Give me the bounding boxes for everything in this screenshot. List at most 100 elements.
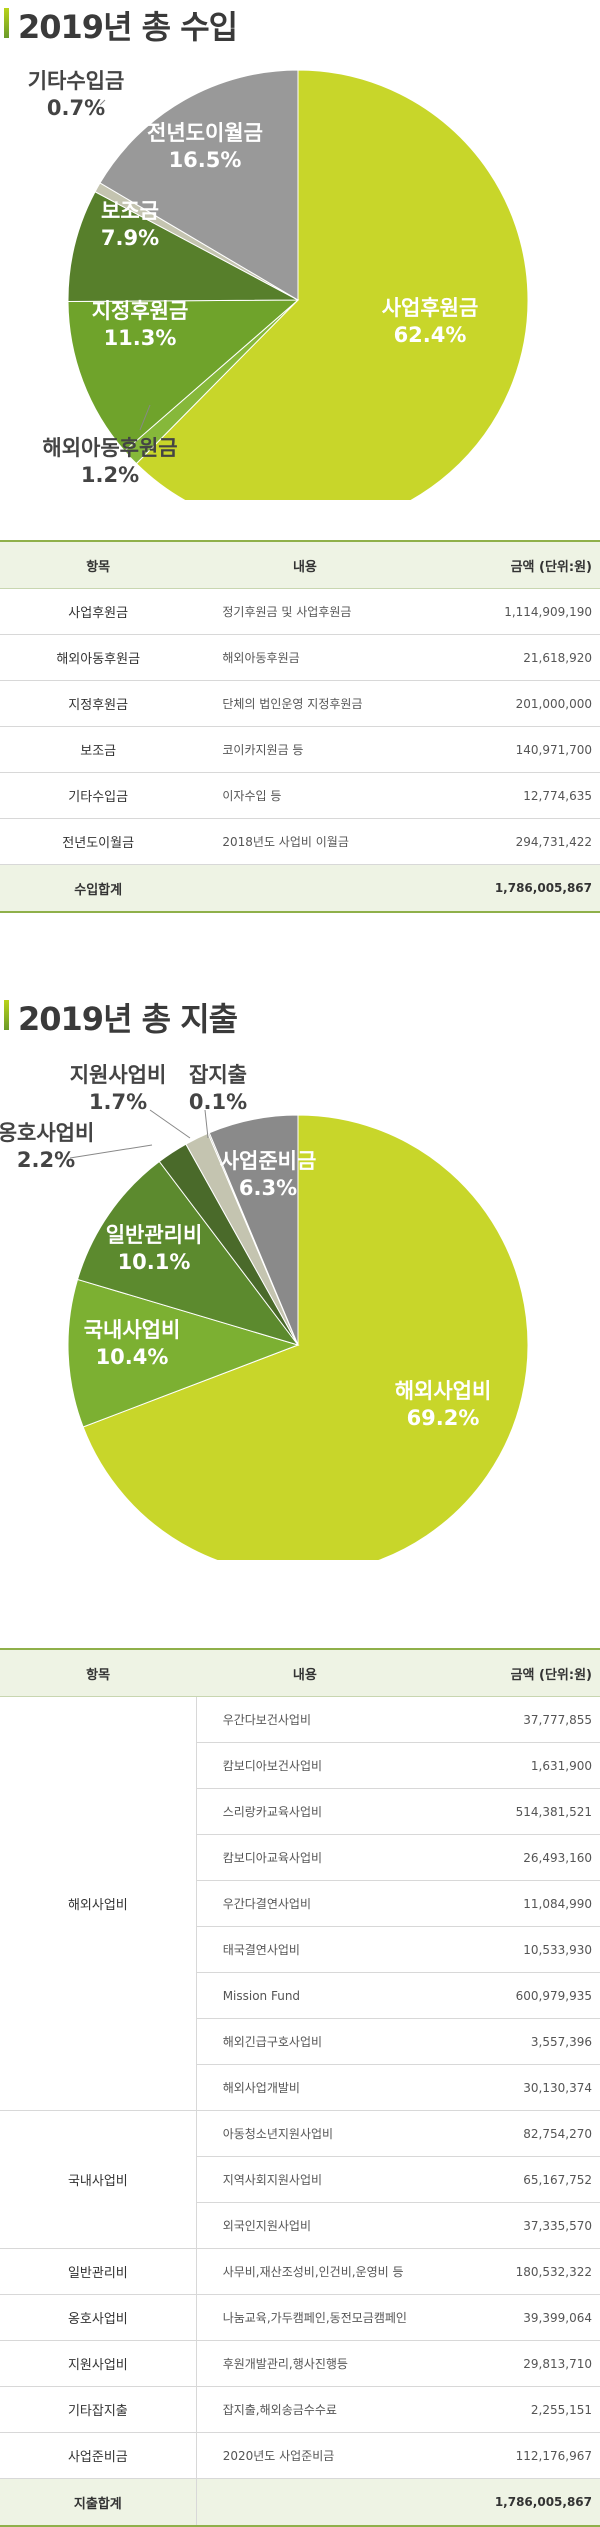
table-row: 스리랑카교육사업비 514,381,521 bbox=[0, 1788, 600, 1835]
expense-slice-2 bbox=[76, 1160, 300, 1346]
total-row: 수입합계 1,786,005,867 bbox=[0, 864, 600, 913]
row-content: 아동청소년지원사업비 bbox=[196, 2110, 414, 2157]
income-label-2: 지정후원금 bbox=[92, 299, 189, 323]
table-row: 기타수입금 이자수입 등 12,774,635 bbox=[0, 772, 600, 819]
income-slice-3 bbox=[67, 191, 299, 302]
expense-leader-3 bbox=[69, 1144, 153, 1159]
row-content: 캄보디아보건사업비 bbox=[196, 1742, 414, 1789]
row-amount: 29,813,710 bbox=[413, 2340, 600, 2387]
total-row: 지출합계 1,786,005,867 bbox=[0, 2478, 600, 2527]
row-category: 일반관리비 bbox=[0, 2248, 197, 2295]
row-content: 이자수입 등 bbox=[196, 772, 414, 819]
expense-slice-6 bbox=[208, 1114, 299, 1346]
table-row: 사업준비금 2020년도 사업준비금 112,176,967 bbox=[0, 2432, 600, 2479]
row-amount: 10,533,930 bbox=[413, 1926, 600, 1973]
header-content: 내용 bbox=[196, 540, 414, 589]
row-amount: 12,774,635 bbox=[413, 772, 600, 819]
income-label-1: 해외아동후원금 bbox=[42, 436, 177, 460]
header-item: 항목 bbox=[0, 1648, 197, 1697]
income-label-0: 사업후원금 bbox=[382, 296, 479, 320]
header-content: 내용 bbox=[196, 1648, 414, 1697]
income-pct-1: 1.2% bbox=[81, 463, 139, 487]
income-title: 2019년 총 수입 bbox=[18, 8, 238, 46]
expense-table-header-row: 항목 내용 금액 (단위:원) bbox=[0, 1648, 600, 1697]
title-accent-bar bbox=[4, 1000, 9, 1030]
header-item: 항목 bbox=[0, 540, 197, 589]
title-accent-bar bbox=[4, 8, 9, 38]
expense-table: 항목 내용 금액 (단위:원) 해외사업비 우간다보건사업비 37,777,855 캄… bbox=[0, 1648, 600, 2527]
row-content: 후원개발관리,행사진행등 bbox=[196, 2340, 414, 2387]
row-amount: 294,731,422 bbox=[413, 818, 600, 865]
expense-pct-1: 10.4% bbox=[96, 1345, 169, 1369]
total-label: 수입합계 bbox=[0, 864, 197, 913]
table-row: 보조금 코이카지원금 등 140,971,700 bbox=[0, 726, 600, 773]
expense-slice-1 bbox=[67, 1278, 300, 1428]
expense-pie-chart: 해외사업비 69.2% 국내사업비 10.4% 일반관리비 10.1% 옹호사업비 2.2% 지… bbox=[0, 1063, 529, 1560]
row-content: 지역사회지원사업비 bbox=[196, 2156, 414, 2203]
expense-label-6: 사업준비금 bbox=[220, 1149, 317, 1173]
income-pct-5: 16.5% bbox=[169, 148, 242, 172]
total-label: 지출합계 bbox=[0, 2478, 197, 2527]
expense-pct-4: 1.7% bbox=[89, 1090, 147, 1114]
table-row: 우간다결연사업비 11,084,990 bbox=[0, 1880, 600, 1927]
expense-label-1: 국내사업비 bbox=[84, 1318, 181, 1342]
row-item: 전년도이월금 bbox=[0, 818, 197, 865]
expense-leader-5 bbox=[204, 1109, 209, 1139]
income-slice-2 bbox=[67, 299, 300, 452]
row-amount: 514,381,521 bbox=[413, 1788, 600, 1835]
income-table-header-row: 항목 내용 금액 (단위:원) bbox=[0, 540, 600, 589]
expense-pct-6: 6.3% bbox=[239, 1176, 297, 1200]
row-content: 정기후원금 및 사업후원금 bbox=[196, 588, 414, 635]
table-row: 지역사회지원사업비 65,167,752 bbox=[0, 2156, 600, 2203]
row-category: 지원사업비 bbox=[0, 2340, 197, 2387]
row-content: 나눔교육,가두캠페인,동전모금캠페인 bbox=[196, 2294, 414, 2341]
expense-pct-0: 69.2% bbox=[407, 1406, 480, 1430]
row-content: 스리랑카교육사업비 bbox=[196, 1788, 414, 1835]
income-label-4: 기타수입금 bbox=[28, 69, 125, 93]
income-pct-4: 0.7% bbox=[47, 96, 105, 120]
row-item: 해외아동후원금 bbox=[0, 634, 197, 681]
row-amount: 112,176,967 bbox=[413, 2432, 600, 2479]
expense-pct-5: 0.1% bbox=[189, 1090, 247, 1114]
total-empty bbox=[196, 2478, 414, 2527]
row-item: 사업후원금 bbox=[0, 588, 197, 635]
income-slice-0 bbox=[135, 69, 529, 500]
row-amount: 600,979,935 bbox=[413, 1972, 600, 2019]
row-item: 지정후원금 bbox=[0, 680, 197, 727]
table-row: 전년도이월금 2018년도 사업비 이월금 294,731,422 bbox=[0, 818, 600, 865]
income-label-3: 보조금 bbox=[101, 199, 159, 223]
row-amount: 3,557,396 bbox=[413, 2018, 600, 2065]
table-row: 옹호사업비 나눔교육,가두캠페인,동전모금캠페인 39,399,064 bbox=[0, 2294, 600, 2341]
table-row: 해외긴급구호사업비 3,557,396 bbox=[0, 2018, 600, 2065]
table-row: 지정후원금 단체의 법인운영 지정후원금 201,000,000 bbox=[0, 680, 600, 727]
expense-pct-3: 2.2% bbox=[17, 1148, 75, 1172]
total-empty bbox=[196, 864, 414, 913]
row-amount: 1,631,900 bbox=[413, 1742, 600, 1789]
row-content: 2020년도 사업준비금 bbox=[196, 2432, 414, 2479]
table-row: 지원사업비 후원개발관리,행사진행등 29,813,710 bbox=[0, 2340, 600, 2387]
row-category: 기타잡지출 bbox=[0, 2386, 197, 2433]
row-amount: 37,777,855 bbox=[413, 1696, 600, 1743]
table-row: 해외아동후원금 해외아동후원금 21,618,920 bbox=[0, 634, 600, 681]
table-row: 캄보디아보건사업비 1,631,900 bbox=[0, 1742, 600, 1789]
table-row: 일반관리비 사무비,재산조성비,인건비,운영비 등 180,532,322 bbox=[0, 2248, 600, 2295]
table-row: 기타잡지출 잡지출,해외송금수수료 2,255,151 bbox=[0, 2386, 600, 2433]
row-amount: 21,618,920 bbox=[413, 634, 600, 681]
row-category: 옹호사업비 bbox=[0, 2294, 197, 2341]
table-row: 캄보디아교육사업비 26,493,160 bbox=[0, 1834, 600, 1881]
income-section-title: 2019년 총 수입 bbox=[0, 0, 600, 46]
row-amount: 39,399,064 bbox=[413, 2294, 600, 2341]
row-item: 기타수입금 bbox=[0, 772, 197, 819]
income-pie-chart: 사업후원금 62.4% 해외아동후원금 1.2% 지정후원금 11.3% 보조금 7.9% 기타… bbox=[28, 69, 529, 500]
income-pct-3: 7.9% bbox=[101, 226, 159, 250]
row-content: 우간다보건사업비 bbox=[196, 1696, 414, 1743]
row-amount: 30,130,374 bbox=[413, 2064, 600, 2111]
income-table: 항목 내용 금액 (단위:원) 사업후원금 정기후원금 및 사업후원금 1,114,… bbox=[0, 540, 600, 913]
expense-leader-4 bbox=[149, 1109, 191, 1139]
row-amount: 2,255,151 bbox=[413, 2386, 600, 2433]
row-category: 사업준비금 bbox=[0, 2432, 197, 2479]
row-content: 해외아동후원금 bbox=[196, 634, 414, 681]
row-amount: 65,167,752 bbox=[413, 2156, 600, 2203]
row-amount: 180,532,322 bbox=[413, 2248, 600, 2295]
expense-label-3: 옹호사업비 bbox=[0, 1121, 94, 1145]
